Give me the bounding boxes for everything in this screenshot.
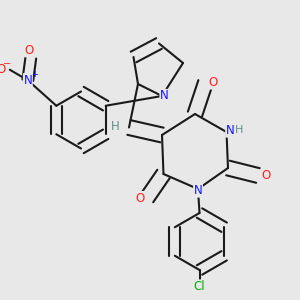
Text: O: O (25, 44, 34, 57)
Text: O: O (0, 63, 6, 76)
Text: O: O (261, 169, 270, 182)
Text: N: N (194, 184, 202, 197)
Text: O: O (135, 191, 144, 205)
Text: N: N (23, 74, 32, 87)
Text: O: O (208, 76, 217, 89)
Text: N: N (226, 124, 235, 137)
Text: −: − (3, 59, 11, 69)
Text: H: H (235, 125, 243, 136)
Text: Cl: Cl (194, 280, 205, 293)
Text: +: + (31, 70, 38, 80)
Text: H: H (111, 119, 120, 133)
Text: N: N (160, 89, 169, 103)
